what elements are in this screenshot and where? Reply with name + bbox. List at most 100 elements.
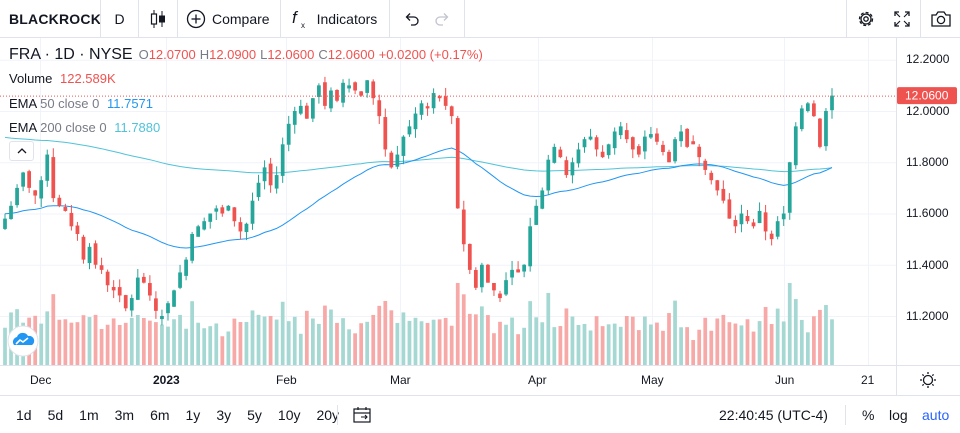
volume-bar [377, 305, 382, 365]
candle-body [781, 213, 786, 220]
volume-bar [606, 324, 611, 365]
range-1y-button[interactable]: 1y [185, 406, 201, 423]
candle-body [431, 93, 436, 109]
fullscreen-button[interactable] [884, 0, 920, 38]
date-range-group: 1d 5d 1m 3m 6m 1y 3y 5y 10y 20y [0, 407, 346, 423]
settings-button[interactable] [846, 0, 884, 38]
candle-body [449, 106, 454, 117]
volume-bar [184, 328, 188, 365]
volume-bar [588, 330, 593, 365]
volume-bar [431, 319, 436, 365]
candle-body [274, 175, 279, 189]
candle-body [81, 236, 86, 260]
candle-body [812, 103, 816, 117]
candle-body [703, 160, 708, 170]
price-tick-label: 11.8000 [906, 155, 949, 169]
time-axis[interactable]: Dec 2023 Feb Mar Apr May Jun 21 [30, 373, 875, 387]
range-3y-button[interactable]: 3y [216, 406, 232, 423]
candle-body [787, 162, 792, 213]
chart-style-button[interactable] [139, 0, 178, 38]
volume-bar [751, 331, 756, 365]
percent-scale-button[interactable]: % [862, 396, 874, 433]
time-tick-label: Dec [30, 373, 51, 387]
range-1m-button[interactable]: 1m [79, 406, 99, 423]
series-title[interactable]: FRA · 1D · NYSE [9, 46, 133, 63]
axis-settings-button[interactable] [920, 372, 936, 388]
candle-body [15, 187, 19, 206]
go-to-date-button[interactable] [352, 396, 372, 433]
volume-bar [208, 326, 213, 365]
volume-bar [715, 318, 720, 365]
candle-body [751, 222, 756, 227]
volume-bar [781, 321, 786, 365]
ema-200-legend[interactable]: EMA 200 close 0 11.7880 [9, 120, 160, 135]
volume-bar [160, 324, 164, 365]
volume-bar [486, 315, 490, 365]
candle-body [154, 298, 158, 311]
candle-body [576, 149, 581, 164]
price-chart[interactable]: 12.2000 12.0000 11.8000 11.6000 11.4000 … [0, 38, 960, 395]
last-price-label: 12.0600 [905, 89, 949, 103]
candle-body [733, 219, 738, 227]
candle-body [661, 144, 665, 152]
close-label: C [318, 47, 328, 62]
symbol-search-button[interactable]: BLACKROCK [0, 0, 101, 38]
volume-bar [661, 330, 665, 365]
time-tick-label: Jun [775, 373, 794, 387]
candle-body [667, 151, 671, 163]
volume-bar [709, 330, 714, 365]
candle-body [473, 270, 478, 288]
candle-body [347, 85, 351, 89]
candle-body [588, 136, 593, 140]
range-5y-button[interactable]: 5y [247, 406, 262, 423]
price-axis[interactable]: 12.2000 12.0000 11.8000 11.6000 11.4000 … [906, 52, 950, 323]
clock-label: 22:40:45 (UTC-4) [719, 407, 828, 423]
range-5d-button[interactable]: 5d [47, 406, 64, 423]
candle-body [824, 111, 828, 147]
candle-body [389, 152, 394, 168]
compare-button[interactable]: Compare [178, 0, 281, 38]
volume-bar [763, 306, 768, 365]
candle-body [775, 221, 780, 237]
tradingview-logo[interactable] [7, 325, 39, 357]
candle-body [129, 298, 134, 311]
volume-bar [600, 326, 605, 365]
range-20y-button[interactable]: 20y [316, 406, 340, 423]
volume-bar [733, 323, 738, 365]
range-3m-button[interactable]: 3m [114, 406, 135, 423]
range-6m-button[interactable]: 6m [150, 406, 170, 423]
volume-bar [461, 294, 466, 365]
volume-legend[interactable]: Volume 122.589K [9, 71, 116, 86]
range-10y-button[interactable]: 10y [277, 406, 301, 423]
volume-bar [582, 323, 587, 365]
undo-icon[interactable] [404, 12, 420, 26]
candle-body [486, 264, 490, 283]
legend-collapse-button[interactable] [9, 141, 34, 161]
undo-redo-group [390, 0, 466, 38]
interval-button[interactable]: D [101, 0, 139, 38]
redo-icon[interactable] [434, 12, 450, 26]
volume-bar [3, 327, 7, 365]
candle-body [51, 157, 56, 199]
snapshot-button[interactable] [920, 0, 960, 38]
change-value: +0.0200 (+0.17%) [378, 47, 483, 62]
volume-bar [492, 333, 496, 365]
range-1d-button[interactable]: 1d [16, 406, 32, 423]
auto-scale-button[interactable]: auto [922, 396, 949, 433]
candle-body [673, 139, 677, 162]
volume-bar [455, 283, 460, 365]
volume-bar [87, 317, 92, 365]
volume-bar [117, 324, 122, 365]
candle-body [184, 259, 188, 276]
candle-body [805, 103, 810, 112]
ema-50-legend[interactable]: EMA 50 close 0 11.7571 [9, 96, 153, 111]
log-scale-button[interactable]: log [889, 396, 908, 433]
time-tick-label: Feb [276, 373, 297, 387]
candle-body [649, 134, 653, 138]
volume-bar [268, 315, 273, 365]
timezone-clock[interactable]: 22:40:45 (UTC-4) [719, 396, 828, 433]
volume-bar [679, 327, 683, 365]
indicators-button[interactable]: f x Indicators [281, 0, 391, 38]
volume-bar [558, 326, 563, 365]
candle-body [244, 223, 249, 233]
